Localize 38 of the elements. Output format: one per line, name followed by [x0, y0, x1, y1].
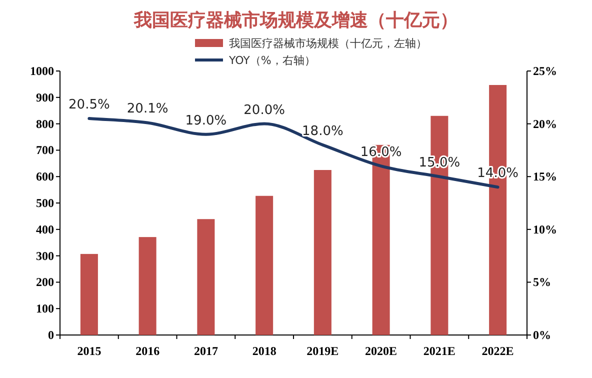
y2-tick-label: 0%: [533, 328, 551, 342]
x-tick-label: 2022E: [482, 344, 514, 358]
y-tick-label: 400: [36, 222, 54, 236]
y-tick-label: 700: [36, 143, 54, 158]
data-label: 20.0%: [244, 102, 285, 118]
bar: [256, 196, 274, 335]
data-label: 20.1%: [126, 102, 168, 117]
y2-tick-label: 5%: [533, 275, 551, 290]
x-tick-label: 2017: [194, 344, 218, 358]
x-tick-label: 2015: [77, 344, 102, 358]
bar: [314, 170, 332, 335]
y2-tick-label: 10%: [533, 222, 557, 236]
y2-tick-label: 20%: [533, 116, 557, 131]
legend-label: 我国医疗器械市场规模（十亿元，左轴）: [229, 37, 427, 50]
y-tick-label: 500: [36, 196, 54, 210]
y-tick-label: 0: [48, 328, 54, 342]
y-tick-label: 200: [36, 275, 54, 290]
x-tick-label: 2018: [252, 344, 276, 358]
y-tick-label: 600: [36, 170, 54, 184]
y-tick-label: 800: [36, 116, 54, 131]
y-tick-label: 300: [36, 248, 54, 263]
x-tick-label: 2019E: [306, 344, 339, 358]
y2-tick-label: 15%: [533, 170, 557, 184]
legend-label: YOY（%，右轴）: [228, 54, 316, 67]
y2-tick-label: 25%: [533, 64, 557, 78]
bar: [197, 219, 215, 335]
bar: [80, 254, 98, 335]
x-tick-label: 2020E: [365, 344, 398, 358]
x-tick-label: 2016: [136, 344, 160, 358]
x-tick-label: 2021E: [423, 344, 456, 358]
y-tick-label: 1000: [30, 64, 54, 78]
chart-title: 我国医疗器械市场规模及增速（十亿元）: [133, 10, 458, 31]
data-label: 20.5%: [68, 98, 110, 113]
data-label: 19.0%: [185, 113, 227, 128]
y-tick-label: 900: [36, 90, 54, 104]
bar: [138, 237, 156, 335]
data-label: 18.0%: [302, 124, 344, 139]
y-tick-label: 100: [36, 302, 54, 316]
